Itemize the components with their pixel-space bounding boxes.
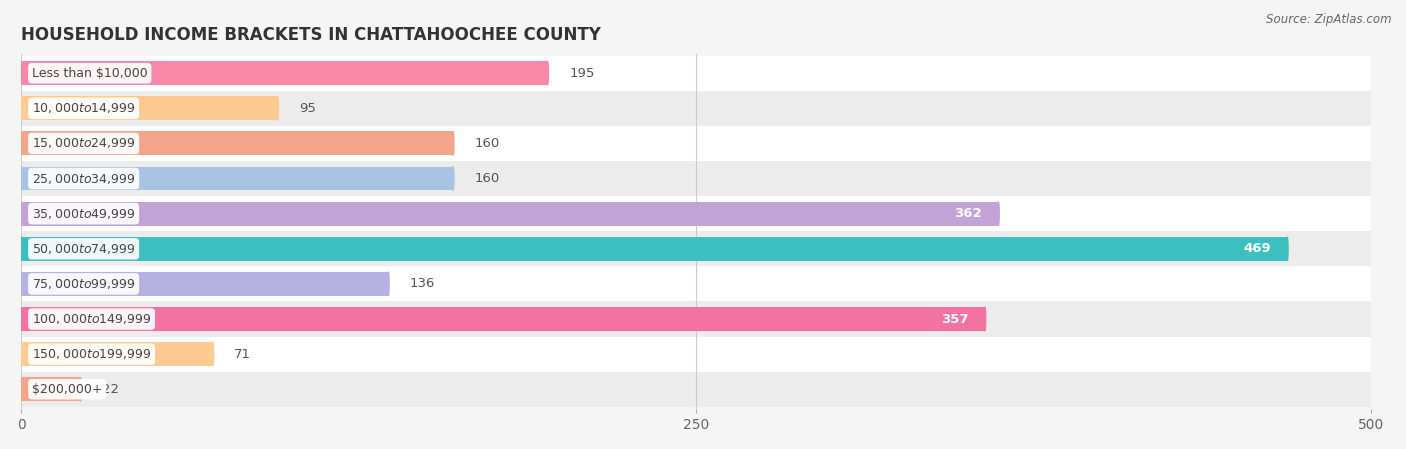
Circle shape — [20, 272, 22, 296]
Circle shape — [547, 61, 548, 85]
Text: $10,000 to $14,999: $10,000 to $14,999 — [32, 101, 135, 115]
Bar — [21, 97, 277, 120]
Bar — [21, 91, 1371, 126]
Circle shape — [453, 167, 454, 190]
Circle shape — [984, 307, 986, 331]
Text: 195: 195 — [569, 67, 595, 79]
Text: 362: 362 — [955, 207, 983, 220]
Bar — [21, 337, 1371, 372]
Text: 357: 357 — [941, 313, 969, 326]
Text: 22: 22 — [103, 383, 120, 396]
Circle shape — [20, 342, 22, 366]
Bar — [21, 237, 1286, 261]
Circle shape — [1286, 237, 1288, 261]
Text: $15,000 to $24,999: $15,000 to $24,999 — [32, 136, 135, 150]
Bar — [21, 272, 388, 296]
Text: 71: 71 — [235, 348, 252, 361]
Bar — [21, 231, 1371, 266]
Text: $100,000 to $149,999: $100,000 to $149,999 — [32, 312, 152, 326]
Text: $25,000 to $34,999: $25,000 to $34,999 — [32, 172, 135, 185]
Text: 95: 95 — [299, 102, 316, 115]
Circle shape — [20, 97, 22, 120]
Bar — [21, 167, 453, 190]
Bar — [21, 202, 998, 225]
Bar — [21, 377, 80, 401]
Bar — [21, 126, 1371, 161]
Circle shape — [387, 272, 389, 296]
Circle shape — [997, 202, 1000, 225]
Text: $35,000 to $49,999: $35,000 to $49,999 — [32, 207, 135, 220]
Circle shape — [277, 97, 278, 120]
Circle shape — [453, 132, 454, 155]
Text: 136: 136 — [409, 277, 436, 291]
Bar — [21, 196, 1371, 231]
Circle shape — [20, 237, 22, 261]
Text: Less than $10,000: Less than $10,000 — [32, 67, 148, 79]
Circle shape — [80, 377, 82, 401]
Bar — [21, 266, 1371, 301]
Circle shape — [212, 342, 214, 366]
Bar — [21, 161, 1371, 196]
Circle shape — [20, 307, 22, 331]
Text: $200,000+: $200,000+ — [32, 383, 103, 396]
Text: Source: ZipAtlas.com: Source: ZipAtlas.com — [1267, 13, 1392, 26]
Circle shape — [20, 202, 22, 225]
Text: $150,000 to $199,999: $150,000 to $199,999 — [32, 347, 152, 361]
Bar — [21, 342, 212, 366]
Bar — [21, 372, 1371, 407]
Text: HOUSEHOLD INCOME BRACKETS IN CHATTAHOOCHEE COUNTY: HOUSEHOLD INCOME BRACKETS IN CHATTAHOOCH… — [21, 26, 600, 44]
Circle shape — [20, 61, 22, 85]
Circle shape — [20, 377, 22, 401]
Circle shape — [20, 132, 22, 155]
Text: 160: 160 — [475, 172, 501, 185]
Circle shape — [20, 167, 22, 190]
Text: 469: 469 — [1243, 242, 1271, 255]
Bar — [21, 301, 1371, 337]
Text: $50,000 to $74,999: $50,000 to $74,999 — [32, 242, 135, 256]
Text: $75,000 to $99,999: $75,000 to $99,999 — [32, 277, 135, 291]
Bar — [21, 307, 984, 331]
Bar — [21, 56, 1371, 91]
Text: 160: 160 — [475, 137, 501, 150]
Bar — [21, 132, 453, 155]
Bar — [21, 61, 547, 85]
